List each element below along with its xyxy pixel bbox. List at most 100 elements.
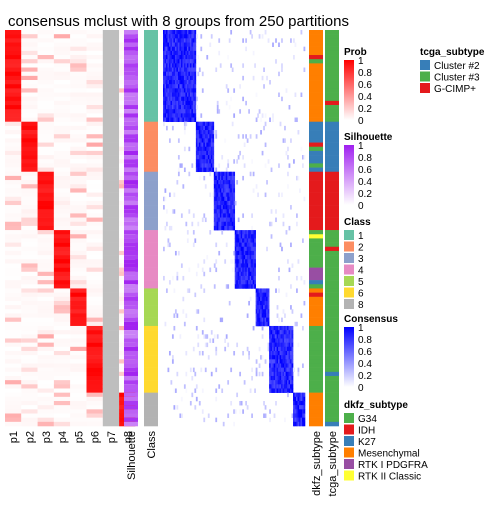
consensus-cell — [255, 134, 258, 139]
tcga-subtype-cell — [325, 34, 339, 39]
consensus-cell — [227, 380, 230, 385]
prob-cell — [70, 284, 87, 289]
dkfz-legend-swatch — [344, 436, 354, 446]
consensus-cell — [284, 384, 286, 389]
consensus-cell — [273, 380, 276, 385]
consensus-cell — [218, 205, 221, 210]
prob-cell — [102, 296, 120, 302]
prob-cell — [53, 130, 71, 135]
prob-cell — [21, 313, 38, 318]
dkfz-subtype-cell — [309, 238, 323, 243]
consensus-cell — [179, 38, 182, 43]
consensus-cell — [180, 30, 183, 35]
consensus-cell — [170, 34, 173, 39]
consensus-cell — [185, 96, 188, 102]
consensus-cell — [165, 209, 168, 214]
consensus-cell — [273, 413, 276, 418]
consensus-cell — [201, 409, 204, 414]
consensus-cell — [245, 234, 247, 239]
prob-cell — [70, 184, 87, 189]
tcga-subtype-cell — [325, 109, 339, 114]
prob-cell — [70, 350, 87, 356]
prob-cell — [21, 246, 38, 252]
consensus-cell — [302, 409, 304, 414]
tcga-subtype-cell — [325, 392, 339, 398]
silhouette-cell — [124, 96, 138, 102]
class-legend-label: 3 — [358, 254, 364, 265]
consensus-cell — [231, 188, 234, 193]
consensus-cell — [275, 363, 277, 368]
tcga-subtype-cell — [325, 217, 339, 223]
consensus-cell — [234, 242, 237, 248]
class-cell — [144, 59, 158, 64]
consensus-cell — [237, 280, 240, 285]
consensus-cell — [288, 371, 291, 377]
consensus-cell — [203, 317, 206, 323]
dkfz-subtype-cell — [309, 330, 323, 335]
consensus-cell — [252, 250, 255, 256]
consensus-cell — [194, 100, 197, 106]
prob-cell — [53, 105, 71, 110]
consensus-cell — [219, 205, 222, 210]
tcga-subtype-cell — [325, 367, 339, 373]
consensus-cell — [225, 217, 228, 223]
consensus-cell — [242, 263, 245, 268]
consensus-cell — [303, 155, 306, 160]
consensus-cell — [188, 171, 191, 177]
consensus-cell — [282, 221, 285, 227]
prob-cell — [102, 334, 120, 339]
consensus-cell — [173, 59, 176, 64]
consensus-cell — [186, 84, 189, 89]
consensus-cell — [270, 209, 273, 214]
consensus-cell — [251, 367, 253, 373]
prob-cell — [102, 184, 120, 189]
consensus-cell — [257, 313, 259, 318]
tcga-subtype-cell — [325, 313, 339, 318]
consensus-cell — [294, 42, 297, 47]
prob-cell — [70, 234, 87, 239]
consensus-cell — [236, 246, 239, 252]
consensus-cell — [275, 371, 277, 377]
consensus-cell — [294, 417, 297, 423]
consensus-cell — [192, 242, 195, 248]
prob-cell — [70, 209, 87, 214]
consensus-cell — [171, 209, 174, 214]
prob-cell — [37, 284, 54, 289]
prob-cell — [21, 421, 38, 427]
prob-cell — [21, 309, 38, 314]
consensus-cell — [179, 80, 182, 85]
consensus-cell — [240, 242, 243, 248]
consensus-cell — [251, 213, 253, 218]
consensus-cell — [195, 134, 198, 139]
consensus-cell — [183, 75, 186, 81]
consensus-cell — [237, 134, 240, 139]
consensus-cell — [168, 192, 171, 198]
consensus-cell — [290, 330, 292, 335]
consensus-cell — [207, 121, 210, 127]
consensus-cell — [236, 267, 239, 273]
consensus-cell — [291, 363, 294, 368]
consensus-cell — [222, 200, 225, 206]
consensus-cell — [267, 305, 270, 310]
prob-cell — [21, 321, 38, 327]
consensus-cell — [267, 159, 270, 164]
consensus-cell — [171, 46, 174, 52]
consensus-cell — [302, 413, 304, 418]
prob-cell — [37, 75, 54, 81]
consensus-cell — [276, 313, 279, 318]
consensus-cell — [269, 330, 271, 335]
prob-cell — [53, 121, 71, 127]
class-legend-label: 8 — [358, 300, 364, 311]
prob-cell — [37, 259, 54, 264]
tcga-subtype-cell — [325, 121, 339, 127]
consensus-cell — [269, 350, 271, 356]
consensus-cell — [180, 55, 183, 60]
consensus-cell — [290, 338, 292, 343]
consensus-cell — [173, 96, 176, 102]
tcga-subtype-cell — [325, 192, 339, 198]
consensus-cell — [215, 192, 218, 198]
prob-cell — [5, 400, 22, 406]
dkfz-subtype-cell — [309, 92, 323, 97]
consensus-cell — [201, 134, 204, 139]
consensus-cell — [279, 371, 282, 377]
